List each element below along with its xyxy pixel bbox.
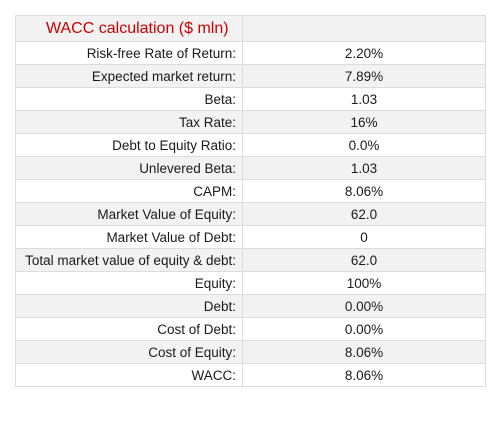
- row-label-debt-to-equity: Debt to Equity Ratio:: [15, 133, 243, 157]
- table-row: Market Value of Equity: 62.0: [15, 202, 486, 226]
- row-label-unlevered-beta: Unlevered Beta:: [15, 156, 243, 180]
- row-label-total-market-value: Total market value of equity & debt:: [15, 248, 243, 272]
- table-row: CAPM: 8.06%: [15, 179, 486, 203]
- row-label-risk-free-rate: Risk-free Rate of Return:: [15, 41, 243, 65]
- table-row: Debt: 0.00%: [15, 294, 486, 318]
- row-value-unlevered-beta: 1.03: [242, 156, 486, 180]
- row-label-expected-market-return: Expected market return:: [15, 64, 243, 88]
- table-row: Cost of Debt: 0.00%: [15, 317, 486, 341]
- table-row: Equity: 100%: [15, 271, 486, 295]
- table-row: WACC: 8.06%: [15, 363, 486, 387]
- table-row: Risk-free Rate of Return: 2.20%: [15, 41, 486, 65]
- row-value-capm: 8.06%: [242, 179, 486, 203]
- row-label-market-value-equity: Market Value of Equity:: [15, 202, 243, 226]
- table-row: Unlevered Beta: 1.03: [15, 156, 486, 180]
- table-row: Tax Rate: 16%: [15, 110, 486, 134]
- row-value-tax-rate: 16%: [242, 110, 486, 134]
- row-label-tax-rate: Tax Rate:: [15, 110, 243, 134]
- row-label-cost-of-equity: Cost of Equity:: [15, 340, 243, 364]
- row-value-market-value-equity: 62.0: [242, 202, 486, 226]
- table-row: Beta: 1.03: [15, 87, 486, 111]
- row-label-market-value-debt: Market Value of Debt:: [15, 225, 243, 249]
- table-title-row: WACC calculation ($ mln): [15, 15, 486, 42]
- table-row: Market Value of Debt: 0: [15, 225, 486, 249]
- row-value-total-market-value: 62.0: [242, 248, 486, 272]
- row-value-debt: 0.00%: [242, 294, 486, 318]
- row-value-wacc: 8.06%: [242, 363, 486, 387]
- row-value-debt-to-equity: 0.0%: [242, 133, 486, 157]
- row-value-market-value-debt: 0: [242, 225, 486, 249]
- row-value-equity: 100%: [242, 271, 486, 295]
- table-row: Total market value of equity & debt: 62.…: [15, 248, 486, 272]
- row-value-beta: 1.03: [242, 87, 486, 111]
- wacc-table: WACC calculation ($ mln) Risk-free Rate …: [15, 15, 486, 387]
- row-value-risk-free-rate: 2.20%: [242, 41, 486, 65]
- row-value-expected-market-return: 7.89%: [242, 64, 486, 88]
- row-label-debt: Debt:: [15, 294, 243, 318]
- table-row: Expected market return: 7.89%: [15, 64, 486, 88]
- table-row: Debt to Equity Ratio: 0.0%: [15, 133, 486, 157]
- table-title: WACC calculation ($ mln): [15, 15, 243, 42]
- row-label-cost-of-debt: Cost of Debt:: [15, 317, 243, 341]
- title-empty-cell: [242, 15, 486, 42]
- row-label-equity: Equity:: [15, 271, 243, 295]
- row-label-capm: CAPM:: [15, 179, 243, 203]
- row-value-cost-of-equity: 8.06%: [242, 340, 486, 364]
- row-value-cost-of-debt: 0.00%: [242, 317, 486, 341]
- row-label-wacc: WACC:: [15, 363, 243, 387]
- row-label-beta: Beta:: [15, 87, 243, 111]
- table-row: Cost of Equity: 8.06%: [15, 340, 486, 364]
